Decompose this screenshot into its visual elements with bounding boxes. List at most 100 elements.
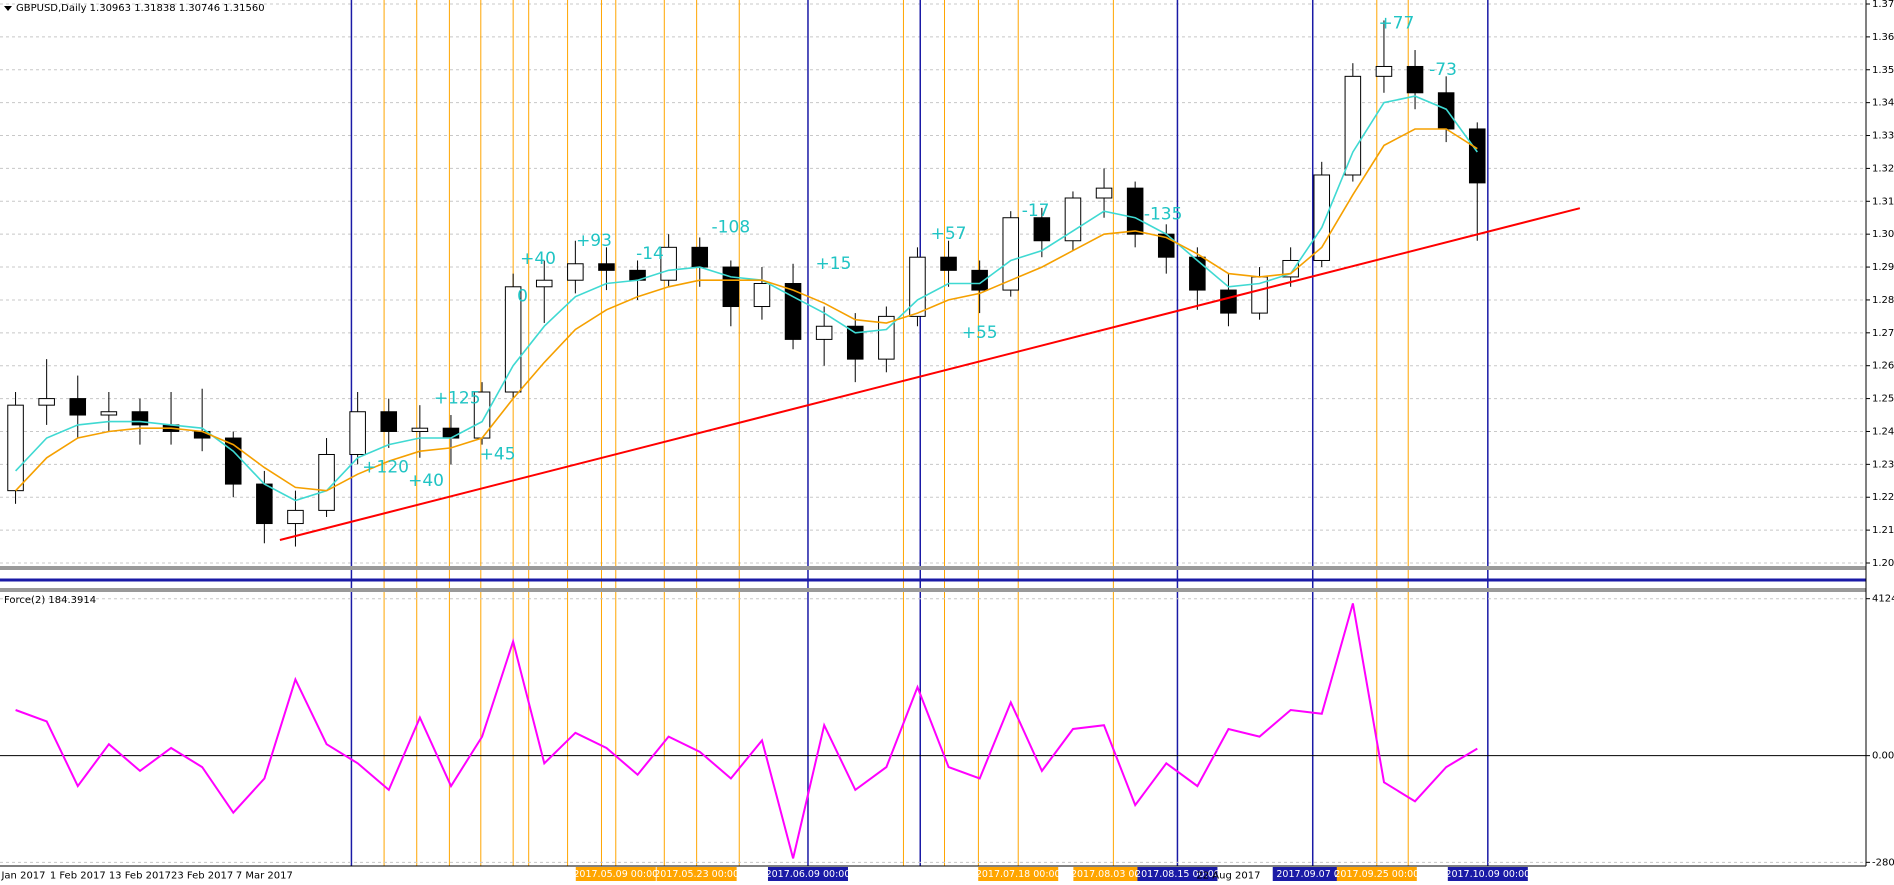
- moving-average: [15, 128, 1478, 492]
- candle-body: [1033, 217, 1051, 242]
- candle-body: [940, 256, 957, 271]
- candle-body: [411, 427, 429, 432]
- x-tick-label: 22 Aug 2017: [1196, 871, 1260, 882]
- annotation: +55: [962, 323, 998, 343]
- x-tick-label: 7 Mar 2017: [236, 871, 293, 882]
- event-label-box: [656, 867, 737, 881]
- candle-body: [349, 411, 366, 455]
- annotation: +125: [434, 389, 481, 409]
- candle-body: [1220, 289, 1237, 314]
- x-tick-label: 23 Feb 2017: [171, 871, 233, 882]
- y-tick-label: 1.26: [1872, 361, 1894, 372]
- annotation: +45: [480, 444, 516, 464]
- annotation: -108: [712, 218, 751, 238]
- event-label-box: [978, 867, 1059, 881]
- vertical-lines: [0, 0, 1866, 866]
- event-label-box: [1336, 867, 1417, 881]
- y-tick-label: 1.27: [1872, 328, 1894, 339]
- event-label: 2017.08.03 00:00: [1071, 869, 1156, 880]
- candle-body: [846, 325, 864, 360]
- annotation: -17: [1022, 201, 1050, 221]
- candle-body: [442, 427, 460, 439]
- indicator-line: [15, 603, 1478, 859]
- y-tick-label: 1.35: [1872, 65, 1894, 76]
- y-tick-label: 1.37: [1872, 0, 1894, 10]
- annotation: 0: [517, 287, 528, 307]
- candle-body: [784, 283, 802, 340]
- annotation: +15: [816, 254, 852, 274]
- candle-body: [971, 269, 988, 291]
- candle-body: [1375, 65, 1393, 77]
- candle-body: [1468, 128, 1486, 184]
- candle-body: [287, 509, 304, 525]
- event-label: 2017.05.23 00:00: [654, 869, 739, 880]
- annotation: -73: [1429, 60, 1457, 80]
- candle-body: [504, 286, 522, 393]
- x-tick-label: 1 Feb 2017: [50, 871, 106, 882]
- candle-body: [598, 263, 615, 271]
- candle-body: [1282, 259, 1299, 278]
- title-arrow: [4, 6, 12, 11]
- panel-divider: [0, 566, 1866, 570]
- candle-body: [7, 404, 24, 492]
- y-tick-label: 1.21: [1872, 525, 1894, 536]
- x-tick-label: 13 Feb 2017: [109, 871, 171, 882]
- candle-body: [1002, 217, 1020, 291]
- candle-body: [1313, 174, 1331, 261]
- y-tick-label: 1.28: [1872, 295, 1894, 306]
- annotation: -14: [636, 244, 664, 264]
- annotation: -135: [1144, 204, 1183, 224]
- annotation: +57: [931, 224, 967, 244]
- event-label: 2017.06.09 00:00: [766, 869, 851, 880]
- candle-body: [815, 325, 833, 340]
- annotation: +120: [362, 458, 409, 478]
- candle-body: [1406, 65, 1424, 94]
- event-label: 2017.09.25 00:00: [1334, 869, 1419, 880]
- candle-body: [567, 263, 584, 281]
- annotation: +93: [576, 231, 612, 251]
- y-tick-label: 4124: [1872, 594, 1894, 605]
- candle-body: [38, 398, 55, 406]
- candle-body: [1095, 187, 1113, 199]
- y-tick-label: 1.25: [1872, 394, 1894, 405]
- event-label-box: [1073, 867, 1154, 881]
- y-tick-label: 1.36: [1872, 32, 1894, 43]
- event-label: 2017.10.09 00:00: [1445, 869, 1530, 880]
- candle-body: [1126, 187, 1144, 235]
- candle-body: [69, 398, 87, 416]
- candle-body: [1437, 92, 1455, 130]
- panel-divider: [0, 588, 1866, 592]
- y-tick-label: 1.32: [1872, 163, 1894, 174]
- y-tick-label: 1.34: [1872, 98, 1894, 109]
- candle-body: [380, 411, 398, 432]
- candle-body: [224, 437, 242, 485]
- event-label-box: [575, 867, 656, 881]
- annotation: +77: [1378, 14, 1414, 34]
- y-tick-label: 1.33: [1872, 131, 1894, 142]
- y-tick-label: 1.20: [1872, 558, 1894, 569]
- event-label: 2017.08.15 00:00: [1135, 869, 1220, 880]
- candle-body: [256, 483, 273, 525]
- y-tick-label: 1.22: [1872, 492, 1894, 503]
- annotation: +40: [520, 249, 556, 269]
- candle-body: [753, 283, 771, 308]
- event-label: 2017.05.09 00:00: [573, 869, 658, 880]
- annotation: +40: [408, 471, 444, 491]
- y-tick-label: -2804: [1872, 857, 1894, 868]
- event-label: 2017.09.07 00:: [1276, 869, 1349, 880]
- y-tick-label: 1.24: [1872, 426, 1894, 437]
- y-tick-label: 1.29: [1872, 262, 1894, 273]
- x-tick-label: 20 Jan 2017: [0, 871, 46, 882]
- candle-body: [1344, 75, 1362, 176]
- candle-body: [318, 453, 335, 511]
- chart-title: GBPUSD,Daily 1.30963 1.31838 1.30746 1.3…: [16, 3, 265, 14]
- candle-body: [100, 411, 118, 416]
- candle-body: [535, 279, 553, 288]
- y-tick-label: 1.31: [1872, 196, 1894, 207]
- candle-body: [1189, 256, 1206, 291]
- candle-body: [691, 246, 709, 268]
- indicator-title: Force(2) 184.3914: [4, 595, 96, 606]
- y-tick-label: 1.23: [1872, 459, 1894, 470]
